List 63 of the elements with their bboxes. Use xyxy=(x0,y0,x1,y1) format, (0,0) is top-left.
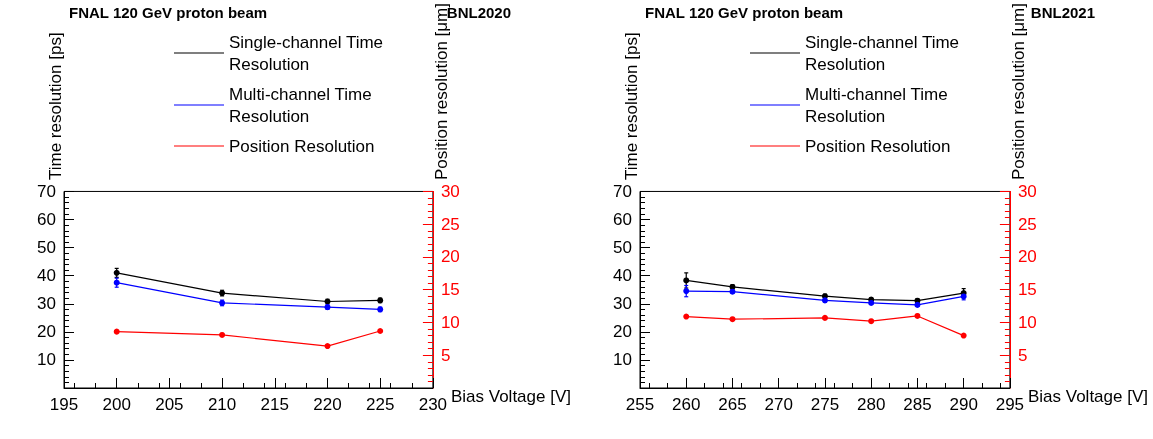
y-tick-label: 30 xyxy=(613,294,632,314)
legend-label: Multi-channel Time Resolution xyxy=(229,84,377,126)
x-tick-label: 205 xyxy=(155,395,184,414)
y-tick-label: 30 xyxy=(37,294,56,314)
x-tick-label: 210 xyxy=(207,395,237,414)
y-axis-title: Time resolution [ps] xyxy=(46,32,65,181)
y2-tick-label: 10 xyxy=(1017,312,1037,332)
y2-tick-label: 15 xyxy=(440,280,460,300)
x-tick-label: 255 xyxy=(625,395,655,414)
x-axis-title: Bias Voltage [V] xyxy=(1027,387,1148,406)
point xyxy=(683,313,690,320)
point xyxy=(914,312,921,319)
x-tick-label: 215 xyxy=(260,395,289,414)
y-tick-label: 70 xyxy=(613,181,632,201)
text: BNL2021 xyxy=(1030,4,1096,21)
y-tick-label: 20 xyxy=(613,322,632,342)
point xyxy=(868,318,875,325)
y-tick-label: 50 xyxy=(613,238,632,258)
y-tick-label: 60 xyxy=(37,210,56,230)
legend-label: Position Resolution xyxy=(229,136,375,156)
x-tick-label: 270 xyxy=(764,395,793,414)
x-tick-label: 280 xyxy=(857,395,886,414)
y2-tick-label: 30 xyxy=(1017,181,1037,201)
x-tick-label: 275 xyxy=(810,395,840,414)
y2-tick-label: 5 xyxy=(440,345,451,365)
y2-tick-label: 25 xyxy=(440,214,460,234)
y-tick-label: 40 xyxy=(37,266,56,286)
point xyxy=(729,316,736,323)
y2-tick-label: 10 xyxy=(440,312,460,332)
y2-tick-label: 25 xyxy=(1017,214,1037,234)
x-tick-label: 290 xyxy=(949,395,978,414)
y2-tick-label: 15 xyxy=(1017,280,1037,300)
chart-title: FNAL 120 GeV proton beam xyxy=(645,4,844,21)
x-tick-label: 225 xyxy=(366,395,395,414)
y-tick-label: 70 xyxy=(37,181,56,201)
y-tick-label: 20 xyxy=(37,322,56,342)
point xyxy=(960,332,967,339)
y2-tick-label: 20 xyxy=(440,247,460,267)
legend-label: Single-channel Time Resolution xyxy=(805,32,964,74)
chart-title: FNAL 120 GeV proton beam xyxy=(69,4,268,21)
y-tick-label: 40 xyxy=(613,266,632,286)
x-tick-label: 295 xyxy=(995,395,1025,414)
x-tick-label: 260 xyxy=(672,395,701,414)
y-tick-label: 50 xyxy=(37,238,56,258)
y2-axis-title: Position resolution [μm] xyxy=(1008,3,1028,181)
y2-tick-label: 5 xyxy=(1017,345,1028,365)
legend-label: Multi-channel Time Resolution xyxy=(805,84,953,126)
x-tick-label: 285 xyxy=(903,395,932,414)
x-tick-label: 195 xyxy=(49,395,79,414)
y2-tick-label: 30 xyxy=(440,181,460,201)
y-tick-label: 10 xyxy=(613,350,632,370)
y-tick-label: 60 xyxy=(613,210,632,230)
x-tick-label: 265 xyxy=(718,395,747,414)
legend-label: Single-channel Time Resolution xyxy=(229,32,388,74)
y-tick-label: 10 xyxy=(37,350,56,370)
legend-label: Position Resolution xyxy=(805,136,951,156)
x-tick-label: 220 xyxy=(313,395,342,414)
x-tick-label: 200 xyxy=(102,395,131,414)
y-axis-title: Time resolution [ps] xyxy=(622,32,641,181)
x-axis-title: Bias Voltage [V] xyxy=(450,387,571,406)
y2-tick-label: 20 xyxy=(1017,247,1037,267)
x-tick-label: 230 xyxy=(418,395,448,414)
point xyxy=(821,314,828,321)
